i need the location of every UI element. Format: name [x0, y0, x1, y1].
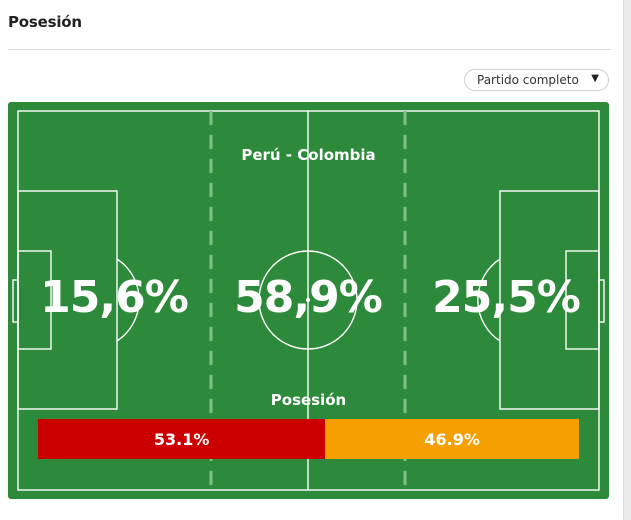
zone-right-percentage: 25,5%: [432, 272, 581, 323]
left-penalty-arc: [116, 258, 140, 342]
possession-away-segment: 46.9%: [325, 419, 579, 459]
period-select[interactable]: Partido completo ▼: [464, 69, 609, 91]
right-goal: [598, 279, 605, 323]
section-title: Posesión: [8, 13, 82, 31]
possession-title: Posesión: [270, 391, 347, 409]
page-scrollbar[interactable]: [623, 0, 631, 520]
possession-home-segment: 53.1%: [38, 419, 326, 459]
zone-left-percentage: 15,6%: [40, 272, 189, 323]
match-title: Perú - Colombia: [241, 146, 376, 164]
possession-bar: 53.1% 46.9%: [38, 419, 579, 459]
zone-middle-percentage: 58,9%: [234, 272, 383, 323]
right-penalty-arc: [477, 258, 501, 342]
pitch: Perú - Colombia 15,6% 58,9% 25,5% Posesi…: [8, 102, 609, 499]
center-spot: [306, 298, 310, 302]
chevron-down-icon: ▼: [591, 73, 599, 84]
center-circle: [258, 250, 358, 350]
period-select-value: Partido completo: [477, 73, 579, 87]
left-goal: [12, 279, 19, 323]
section-divider: [8, 49, 611, 50]
